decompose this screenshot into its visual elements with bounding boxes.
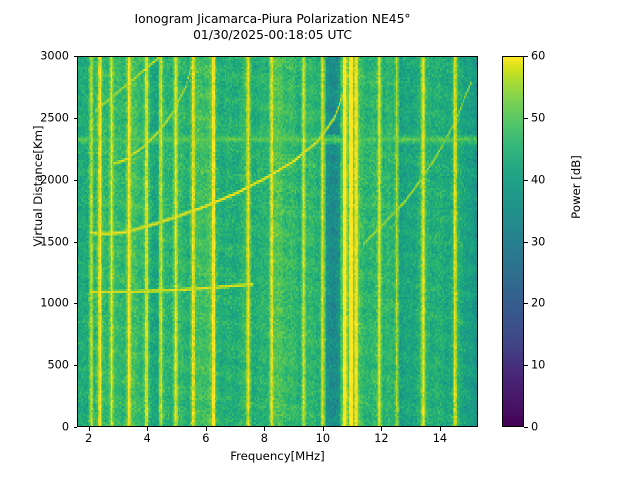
colorbar-gradient <box>502 56 524 427</box>
colorbar-tick <box>524 179 528 181</box>
colorbar-label: Power [dB] <box>569 155 583 219</box>
y-tick <box>73 241 77 243</box>
y-tick <box>73 303 77 305</box>
colorbar-tick-label: 20 <box>531 296 546 310</box>
x-tick-label: 6 <box>202 432 210 445</box>
colorbar-tick-label: 0 <box>531 420 539 434</box>
colorbar-tick <box>524 365 528 367</box>
y-tick-label: 3000 <box>40 49 69 63</box>
colorbar-tick-label: 40 <box>531 173 546 187</box>
x-tick-label: 10 <box>315 432 331 445</box>
colorbar-tick <box>524 427 528 428</box>
ionogram-heatmap <box>78 57 477 426</box>
ionogram-plot-area[interactable] <box>77 56 478 427</box>
x-tick <box>322 427 324 431</box>
y-tick-label: 1000 <box>40 296 69 310</box>
y-tick <box>73 117 77 119</box>
colorbar-tick-label: 50 <box>531 111 546 125</box>
x-tick <box>264 427 266 431</box>
y-tick-label: 2500 <box>40 111 69 125</box>
colorbar-tick-label: 60 <box>531 49 546 63</box>
x-tick <box>147 427 149 431</box>
x-tick-label: 12 <box>374 432 389 445</box>
colorbar-tick <box>524 117 528 119</box>
y-tick <box>73 56 77 57</box>
x-tick-label: 2 <box>85 432 93 445</box>
x-axis-label: Frequency[MHz] <box>230 449 325 463</box>
x-tick <box>205 427 207 431</box>
y-tick-label: 500 <box>47 358 69 372</box>
y-tick-label: 1500 <box>40 235 69 248</box>
x-tick <box>439 427 441 431</box>
colorbar-tick-label: 30 <box>531 235 546 248</box>
colorbar-tick-label: 10 <box>531 358 546 372</box>
x-tick <box>88 427 90 431</box>
x-tick-label: 8 <box>260 432 268 445</box>
colorbar-tick <box>524 56 528 57</box>
y-tick <box>73 179 77 181</box>
y-tick-label: 0 <box>61 420 69 434</box>
colorbar-tick <box>524 303 528 305</box>
figure-title: Ionogram Jicamarca-Piura Polarization NE… <box>134 12 411 42</box>
y-tick <box>73 365 77 367</box>
x-tick <box>381 427 383 431</box>
y-tick-label: 2000 <box>40 173 69 187</box>
y-tick <box>73 427 77 428</box>
y-axis-label: Virtual Distance[Km] <box>31 125 45 247</box>
colorbar-tick <box>524 241 528 243</box>
x-tick-label: 4 <box>143 432 151 445</box>
x-tick-label: 14 <box>432 432 448 445</box>
ionogram-image <box>78 57 477 426</box>
